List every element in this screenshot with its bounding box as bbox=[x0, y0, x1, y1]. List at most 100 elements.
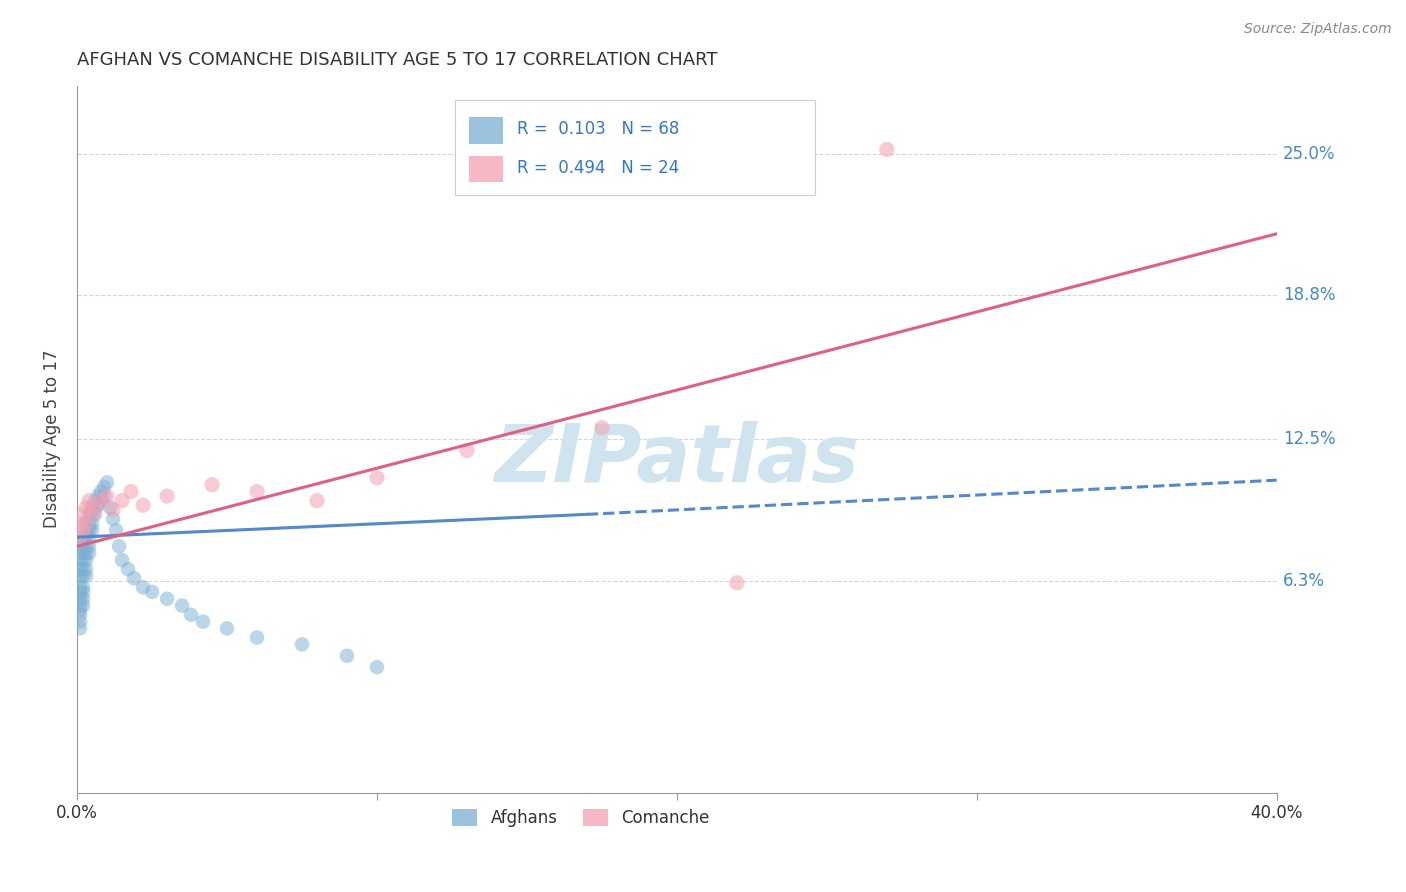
Afghans bbox=[77, 508, 100, 522]
Afghans bbox=[93, 489, 115, 503]
Afghans bbox=[72, 569, 94, 583]
Afghans bbox=[336, 648, 359, 663]
Afghans bbox=[72, 562, 94, 576]
Afghans bbox=[69, 585, 91, 599]
Comanche bbox=[77, 493, 100, 508]
Afghans bbox=[215, 622, 238, 636]
Afghans bbox=[80, 516, 103, 531]
Afghans bbox=[75, 553, 97, 567]
Afghans bbox=[75, 539, 97, 553]
Afghans bbox=[191, 615, 214, 629]
Afghans bbox=[246, 631, 269, 645]
Afghans bbox=[69, 591, 91, 606]
Comanche bbox=[72, 524, 94, 538]
Afghans bbox=[77, 539, 100, 553]
Afghans bbox=[75, 516, 97, 531]
Comanche bbox=[75, 516, 97, 531]
Afghans bbox=[72, 553, 94, 567]
Afghans bbox=[291, 637, 314, 651]
Afghans bbox=[77, 530, 100, 544]
FancyBboxPatch shape bbox=[456, 100, 815, 195]
Afghans bbox=[105, 524, 128, 538]
FancyBboxPatch shape bbox=[470, 118, 503, 145]
FancyBboxPatch shape bbox=[470, 155, 503, 182]
Afghans bbox=[111, 553, 134, 567]
Comanche bbox=[80, 508, 103, 522]
Afghans bbox=[117, 562, 139, 576]
Comanche bbox=[69, 516, 91, 531]
Afghans bbox=[122, 571, 145, 585]
Afghans bbox=[72, 580, 94, 594]
Afghans bbox=[98, 500, 121, 515]
Afghans bbox=[132, 580, 155, 594]
Afghans bbox=[75, 524, 97, 538]
Afghans bbox=[108, 539, 131, 553]
Afghans bbox=[90, 484, 112, 499]
Comanche bbox=[69, 530, 91, 544]
Afghans bbox=[69, 615, 91, 629]
Legend: Afghans, Comanche: Afghans, Comanche bbox=[446, 802, 716, 834]
Text: Source: ZipAtlas.com: Source: ZipAtlas.com bbox=[1244, 22, 1392, 37]
Afghans bbox=[72, 546, 94, 560]
Afghans bbox=[69, 603, 91, 617]
Afghans bbox=[101, 512, 124, 526]
Comanche bbox=[72, 508, 94, 522]
Afghans bbox=[75, 530, 97, 544]
Afghans bbox=[96, 475, 118, 490]
Afghans bbox=[80, 524, 103, 538]
Y-axis label: Disability Age 5 to 17: Disability Age 5 to 17 bbox=[44, 350, 60, 528]
Afghans bbox=[72, 591, 94, 606]
Afghans bbox=[80, 508, 103, 522]
Text: R =  0.103   N = 68: R = 0.103 N = 68 bbox=[517, 120, 679, 138]
Afghans bbox=[75, 562, 97, 576]
Comanche bbox=[725, 575, 748, 590]
Afghans bbox=[77, 546, 100, 560]
Afghans bbox=[69, 580, 91, 594]
Comanche bbox=[132, 498, 155, 512]
Comanche bbox=[456, 443, 478, 458]
Comanche bbox=[591, 420, 613, 434]
Comanche bbox=[201, 477, 224, 491]
Afghans bbox=[72, 530, 94, 544]
Text: ZIPatlas: ZIPatlas bbox=[495, 421, 859, 500]
Afghans bbox=[69, 539, 91, 553]
Text: 6.3%: 6.3% bbox=[1282, 572, 1324, 590]
Afghans bbox=[72, 599, 94, 613]
Comanche bbox=[246, 484, 269, 499]
Comanche bbox=[366, 471, 388, 485]
Afghans bbox=[93, 480, 115, 494]
Afghans bbox=[77, 516, 100, 531]
Afghans bbox=[84, 508, 107, 522]
Afghans bbox=[87, 498, 110, 512]
Afghans bbox=[156, 591, 179, 606]
Afghans bbox=[141, 585, 163, 599]
Comanche bbox=[96, 489, 118, 503]
Afghans bbox=[69, 569, 91, 583]
Afghans bbox=[75, 546, 97, 560]
Comanche bbox=[120, 484, 142, 499]
Afghans bbox=[84, 500, 107, 515]
Text: 25.0%: 25.0% bbox=[1282, 145, 1336, 163]
Afghans bbox=[77, 524, 100, 538]
Comanche bbox=[90, 493, 112, 508]
Text: 12.5%: 12.5% bbox=[1282, 430, 1336, 448]
Afghans bbox=[90, 493, 112, 508]
Text: R =  0.494   N = 24: R = 0.494 N = 24 bbox=[517, 159, 679, 177]
Text: AFGHAN VS COMANCHE DISABILITY AGE 5 TO 17 CORRELATION CHART: AFGHAN VS COMANCHE DISABILITY AGE 5 TO 1… bbox=[77, 51, 717, 69]
Afghans bbox=[69, 607, 91, 622]
Comanche bbox=[84, 500, 107, 515]
Afghans bbox=[75, 569, 97, 583]
Afghans bbox=[69, 553, 91, 567]
Afghans bbox=[366, 660, 388, 674]
Afghans bbox=[69, 599, 91, 613]
Comanche bbox=[111, 493, 134, 508]
Afghans bbox=[180, 607, 202, 622]
Afghans bbox=[84, 493, 107, 508]
Afghans bbox=[72, 585, 94, 599]
Afghans bbox=[170, 599, 193, 613]
Afghans bbox=[87, 489, 110, 503]
Afghans bbox=[69, 562, 91, 576]
Comanche bbox=[101, 503, 124, 517]
Afghans bbox=[72, 539, 94, 553]
Afghans bbox=[69, 622, 91, 636]
